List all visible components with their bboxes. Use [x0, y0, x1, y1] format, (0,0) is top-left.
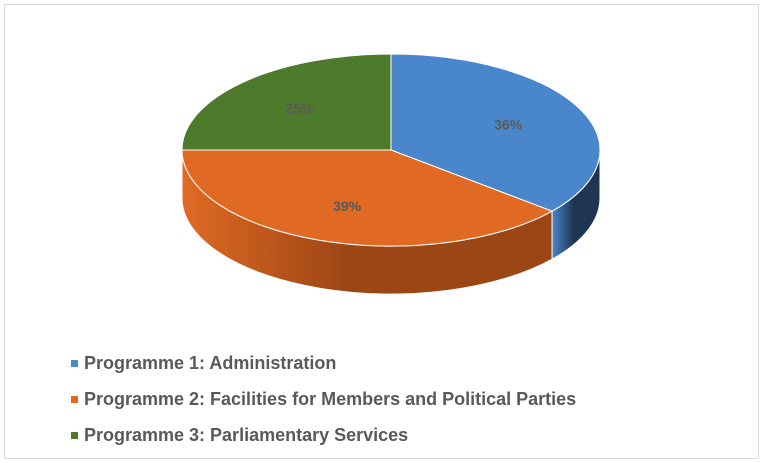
legend-swatch-programme-2	[71, 395, 78, 403]
pie-slice-programme-1-administration	[390, 53, 601, 212]
data-label-programme-2-facilities-for-members-and-political-parties: 39%	[333, 198, 362, 214]
pie-slice-programme-2-facilities-for-members-and-political-parties	[181, 149, 554, 247]
legend-item-programme-2: Programme 2: Facilities for Members and …	[71, 386, 576, 412]
legend-swatch-programme-1	[71, 359, 78, 367]
legend-label-programme-1: Programme 1: Administration	[84, 352, 337, 373]
legend-label-programme-2: Programme 2: Facilities for Members and …	[84, 388, 577, 409]
legend-item-programme-1: Programme 1: Administration	[71, 350, 576, 376]
data-label-programme-1-administration: 36%	[494, 117, 523, 133]
legend-item-programme-3: Programme 3: Parliamentary Services	[71, 422, 576, 448]
pie-chart: 36% 39% 25%	[181, 53, 601, 295]
legend-swatch-programme-3	[71, 431, 78, 439]
data-label-programme-3-parliamentary-services: 25%	[285, 100, 314, 116]
legend: Programme 1: Administration Programme 2:…	[71, 350, 576, 458]
legend-label-programme-3: Programme 3: Parliamentary Services	[84, 424, 409, 445]
pie-slice-programme-3-parliamentary-services	[181, 53, 392, 151]
chart-frame: 36% 39% 25% Programme 1: Administration Pr…	[4, 4, 759, 459]
